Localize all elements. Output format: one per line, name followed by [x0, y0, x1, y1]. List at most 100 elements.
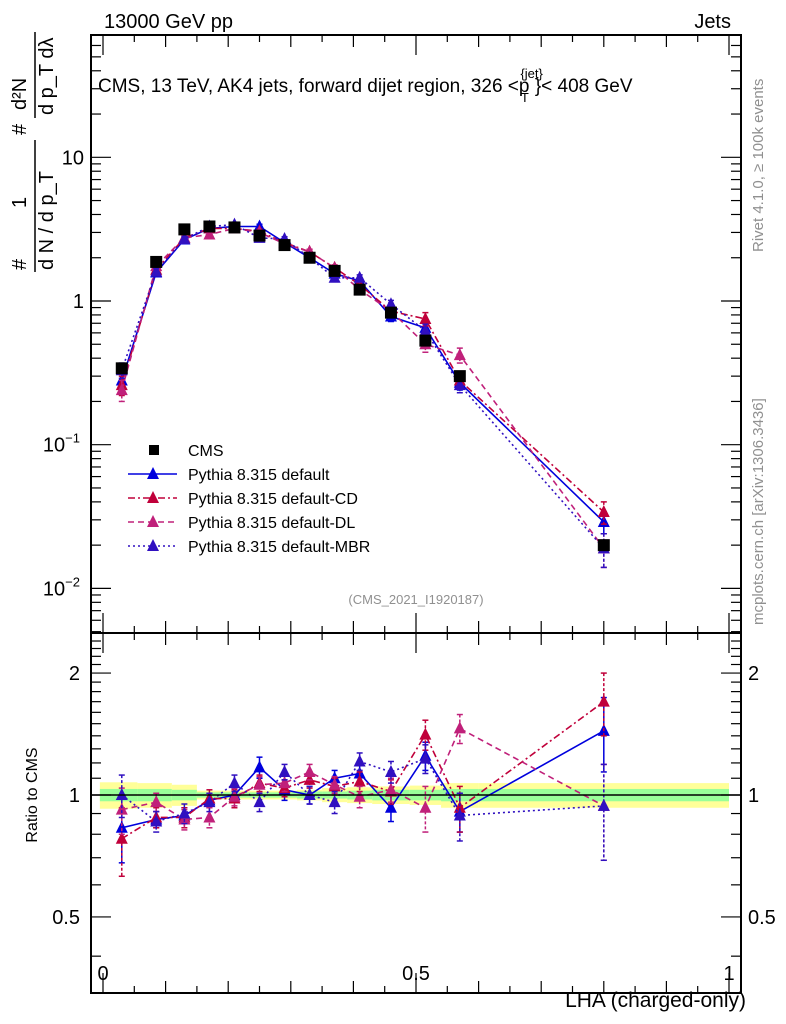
data-point	[328, 795, 341, 808]
data-point	[150, 255, 163, 268]
data-point	[278, 239, 291, 252]
x-tick-label: 0	[97, 963, 108, 985]
series-line	[121, 701, 605, 840]
data-point	[303, 772, 316, 785]
data-point	[453, 808, 466, 821]
data-point	[453, 378, 466, 391]
data-point	[303, 251, 316, 264]
data-point	[597, 694, 610, 707]
ratio-y-axis-label: Ratio to CMS	[24, 747, 41, 842]
data-point	[203, 227, 216, 240]
data-point	[178, 232, 191, 245]
data-point	[115, 362, 128, 375]
series-pythia-8-315-default-mbr	[115, 744, 610, 862]
title-subscript: T	[521, 90, 529, 105]
data-point	[419, 323, 432, 336]
data-point	[419, 800, 432, 813]
plot-title: CMS, 13 TeV, AK4 jets, forward dijet reg…	[98, 66, 633, 105]
legend-marker	[147, 491, 159, 503]
axis-ticks: 10−2 10−1 1 10 0 0.5 1 0.5 0.5 1 1 2 2	[43, 35, 776, 993]
data-point	[453, 370, 466, 383]
data-point	[253, 760, 266, 773]
ratio-y-tick-label-right: 2	[748, 663, 759, 685]
title-superscript: {jet}	[520, 66, 543, 81]
legend-label: Pythia 8.315 default-DL	[188, 515, 355, 532]
ratio-y-tick-label: 0.5	[52, 907, 80, 929]
main-y-tick-label: 1	[73, 291, 84, 313]
data-point	[453, 348, 466, 361]
series-cms	[115, 220, 610, 552]
legend-entry: CMS	[149, 443, 224, 460]
data-point	[419, 727, 432, 740]
data-point	[384, 306, 397, 319]
ratio-y-tick-label-right: 1	[748, 785, 759, 807]
data-point	[253, 795, 266, 808]
legend-marker	[147, 539, 159, 551]
data-point	[384, 764, 397, 777]
legend-label: Pythia 8.315 default	[188, 467, 330, 484]
data-point	[353, 754, 366, 767]
ylabel-dpt-dlambda: d p_T dλ	[36, 38, 58, 115]
data-point	[115, 788, 128, 800]
x-tick-label: 1	[723, 963, 734, 985]
ylabel-hash-1: #	[9, 258, 31, 270]
data-point	[203, 810, 216, 823]
data-point	[228, 221, 241, 234]
data-point	[353, 283, 366, 296]
data-point	[228, 789, 241, 802]
series-line	[121, 730, 605, 829]
series-pythia-8-315-default	[115, 696, 610, 864]
ratio-y-tick-label-right: 0.5	[748, 907, 776, 929]
legend-entry: Pythia 8.315 default	[128, 467, 330, 484]
data-point	[278, 764, 291, 777]
data-point	[353, 270, 366, 283]
main-y-tick-label: 10	[62, 147, 84, 169]
legend-marker	[147, 467, 159, 479]
header-left: 13000 GeV pp	[104, 11, 233, 33]
header-right: Jets	[694, 11, 731, 33]
legend-label: Pythia 8.315 default-MBR	[188, 539, 370, 556]
ratio-y-tick-label: 1	[69, 785, 80, 807]
legend-marker	[147, 515, 159, 527]
data-point	[150, 264, 163, 277]
series-line	[121, 727, 605, 821]
data-point	[178, 223, 191, 236]
data-point	[253, 229, 266, 242]
data-point	[203, 795, 216, 808]
data-point	[328, 264, 341, 277]
data-point	[597, 798, 610, 811]
title-prefix: CMS, 13 TeV, AK4 jets, forward dijet reg…	[98, 76, 529, 97]
main-y-axis-label: # 1 d N / d p_T # d²N d p_T dλ	[9, 32, 58, 272]
data-point	[353, 789, 366, 802]
data-point	[303, 788, 316, 800]
x-tick-label: 0.5	[402, 963, 430, 985]
data-point	[419, 751, 432, 764]
data-point	[384, 782, 397, 795]
data-point	[419, 311, 432, 324]
legend: CMS Pythia 8.315 default Pythia 8.315 defa…	[128, 443, 370, 556]
legend-marker	[149, 445, 159, 455]
main-series-layer	[115, 217, 610, 569]
ratio-series-layer	[115, 672, 610, 878]
data-point	[253, 777, 266, 790]
data-point	[303, 764, 316, 777]
x-axis-label: LHA (charged-only)	[565, 989, 746, 1012]
data-point	[453, 721, 466, 734]
main-y-tick-label: 10−1	[43, 431, 80, 457]
data-point	[228, 776, 241, 789]
legend-label: CMS	[188, 443, 224, 460]
analysis-watermark: (CMS_2021_I1920187)	[348, 592, 483, 607]
ylabel-hash-2: #	[9, 123, 31, 135]
ylabel-one: 1	[9, 197, 31, 208]
data-point	[597, 539, 610, 552]
data-point	[178, 806, 191, 819]
data-point	[115, 820, 128, 833]
data-point	[115, 831, 128, 844]
ylabel-dN-dpt: d N / d p_T	[36, 171, 58, 270]
legend-entry: Pythia 8.315 default-DL	[128, 515, 355, 532]
main-y-tick-label: 10−2	[43, 574, 80, 600]
data-point	[203, 220, 216, 233]
ratio-y-tick-label: 2	[69, 663, 80, 685]
title-suffix: }< 408 GeV	[535, 76, 633, 97]
data-point	[150, 795, 163, 808]
